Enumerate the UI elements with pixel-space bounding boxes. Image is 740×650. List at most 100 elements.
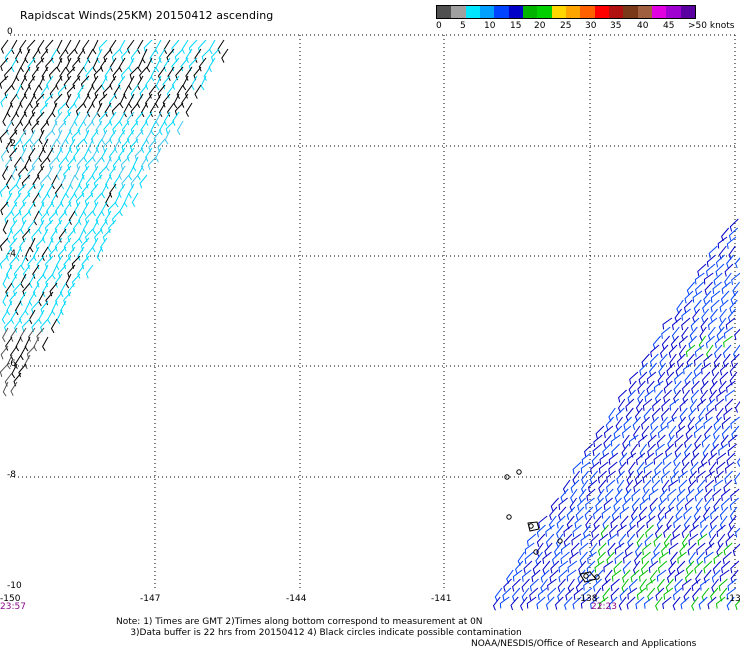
wind-barb [700,380,709,395]
wind-barb [103,120,112,135]
wind-barb [658,497,667,511]
wind-barb [735,599,740,610]
wind-barb [668,542,679,555]
wind-barb [726,236,737,249]
wind-barb [692,308,700,323]
wind-barb [123,84,130,100]
wind-barb [606,551,615,565]
wind-barb [14,300,22,316]
wind-barb [167,102,175,117]
wind-barb [555,533,564,548]
wind-barb [150,66,157,82]
wind-barb [718,245,727,260]
wind-barb [19,111,27,127]
wind-barb [77,48,85,63]
wind-barb [85,246,94,261]
wind-barb [724,272,732,287]
wind-barb [697,533,708,546]
wind-barb [130,174,139,189]
wind-barb [700,317,709,332]
lon-label: -147 [140,594,160,604]
wind-barb [558,569,568,583]
wind-barb [713,497,721,512]
wind-barb [711,569,721,583]
wind-barb [659,488,668,503]
wind-barb [651,479,661,493]
wind-barb [30,138,40,152]
wind-barb [655,587,665,601]
wind-barb [601,506,612,519]
wind-barb [707,317,718,330]
wind-barb [716,452,727,465]
wind-barb [85,210,94,225]
wind-barb [630,506,639,521]
wind-barb [28,75,36,90]
wind-barb [631,488,641,502]
wind-barb [623,416,632,430]
wind-barb [592,443,602,457]
wind-barb [91,165,99,181]
wind-barb [716,461,726,474]
wind-barb [92,39,99,55]
wind-barb [15,66,22,82]
wind-barb [10,93,18,108]
wind-barb [705,479,715,493]
island-outline [583,573,589,579]
wind-barb [93,174,103,188]
wind-barb [40,48,49,63]
wind-barb [121,174,130,189]
wind-barb [721,281,731,294]
wind-barb [681,380,691,394]
wind-barb [602,443,611,457]
wind-barb [5,138,13,154]
wind-barb [540,569,550,583]
wind-barb [678,470,688,483]
wind-barb [140,138,148,154]
wind-barb [92,57,99,73]
wind-barb [131,192,139,208]
wind-barb [619,506,630,519]
wind-barb [10,381,18,396]
wind-barb [63,255,72,270]
wind-barb [693,506,702,521]
wind-barb [0,39,9,54]
wind-barb [172,111,180,126]
grid-lines [10,34,736,590]
wind-barb [683,515,692,530]
wind-barb [699,524,708,539]
wind-barb [63,111,72,126]
wind-barb [66,84,76,98]
wind-barb [704,281,713,295]
wind-barb [46,183,54,199]
wind-barb [692,587,701,602]
wind-barb [545,533,555,548]
wind-barb [46,147,54,163]
wind-barb [529,578,539,592]
wind-barb [714,398,725,411]
wind-barb [102,228,112,242]
wind-barb [608,596,618,610]
wind-barb [696,542,706,555]
wind-barb [712,560,722,574]
wind-barb [642,542,652,555]
wind-barb [726,596,735,611]
wind-barb [687,542,697,556]
wind-barb [560,542,571,555]
wind-barb [702,443,711,458]
wind-barb [725,389,735,402]
wind-barb [109,39,117,54]
wind-barb [163,111,171,127]
wind-barb [654,389,663,404]
wind-barb [604,569,613,584]
wind-barb [0,147,9,162]
wind-barb [2,165,9,181]
wind-barb [651,470,661,484]
wind-barb [674,578,683,592]
wind-barb [634,551,642,566]
wind-barb [40,120,49,135]
wind-barb [163,57,171,72]
wind-barb [51,120,58,136]
wind-barb [710,308,718,323]
wind-barb [118,183,126,198]
wind-barb [641,425,650,440]
